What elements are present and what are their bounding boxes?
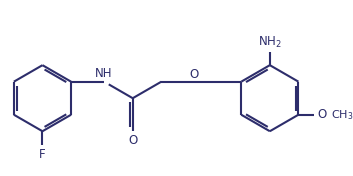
Text: O: O [317, 108, 326, 121]
Text: NH: NH [95, 67, 113, 80]
Text: CH$_3$: CH$_3$ [330, 108, 353, 122]
Text: F: F [39, 148, 46, 161]
Text: NH$_2$: NH$_2$ [258, 34, 282, 50]
Text: O: O [190, 68, 199, 80]
Text: O: O [128, 134, 137, 147]
